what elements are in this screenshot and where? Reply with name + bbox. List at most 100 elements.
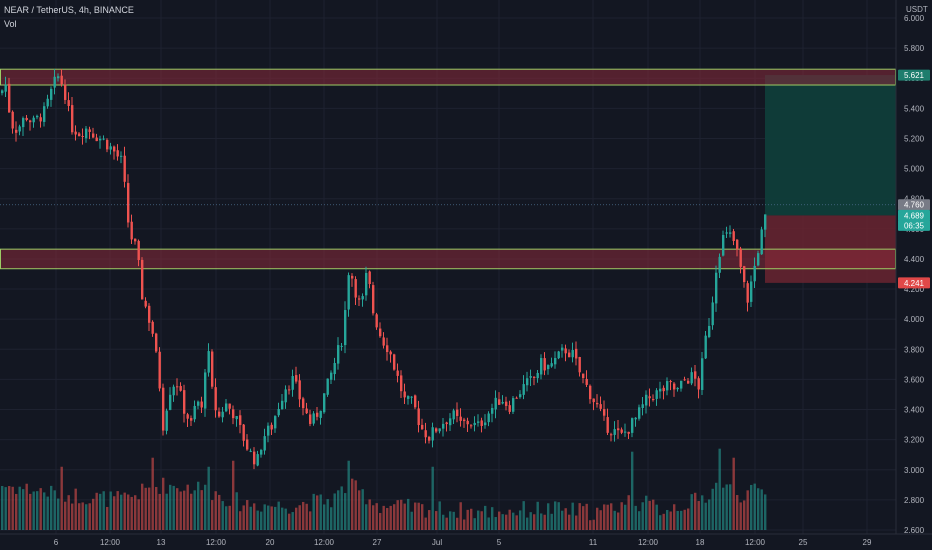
candle-body xyxy=(505,401,508,406)
candle-body xyxy=(421,424,424,430)
volume-bar xyxy=(442,514,445,530)
volume-bar xyxy=(330,507,333,530)
volume-bar xyxy=(669,511,672,530)
candle-body xyxy=(610,434,613,436)
candle-body xyxy=(526,378,529,386)
candle-body xyxy=(690,372,693,384)
volume-bar xyxy=(372,505,375,530)
price-tick-label: 6.000 xyxy=(904,14,925,23)
candle-body xyxy=(459,416,462,421)
symbol-title[interactable]: NEAR / TetherUS, 4h, BINANCE xyxy=(4,5,134,15)
volume-bars xyxy=(1,448,767,530)
volume-bar xyxy=(431,466,434,530)
candle-body xyxy=(1,90,4,94)
volume-bar xyxy=(690,494,693,530)
volume-bar xyxy=(186,484,189,530)
candle-body xyxy=(617,428,620,431)
time-tick-label: 12:00 xyxy=(206,538,227,547)
price-axis-panel[interactable] xyxy=(896,0,932,550)
candle-body xyxy=(323,393,326,413)
price-tick-label: 4.000 xyxy=(904,315,925,324)
volume-bar xyxy=(11,486,14,530)
volume-bar xyxy=(53,490,56,530)
volume-bar xyxy=(575,515,578,530)
volume-bar xyxy=(95,492,98,530)
volume-bar xyxy=(155,486,158,530)
candle-body xyxy=(218,411,221,417)
candle-body xyxy=(750,281,753,302)
volume-bar xyxy=(232,460,235,530)
candle-body xyxy=(102,138,105,140)
candle-body xyxy=(743,266,746,283)
volume-bar xyxy=(32,491,35,530)
candle-body xyxy=(242,424,245,441)
volume-bar xyxy=(134,495,137,530)
candle-body xyxy=(501,401,504,404)
volume-bar xyxy=(652,499,655,530)
volume-bar xyxy=(666,509,669,530)
volume-bar xyxy=(725,484,728,530)
volume-bar xyxy=(106,506,109,530)
candle-body xyxy=(11,111,14,129)
candle-body xyxy=(120,155,123,157)
candle-body xyxy=(428,436,431,441)
candle-body xyxy=(43,106,46,122)
candle-body xyxy=(449,418,452,426)
price-tag-bg xyxy=(898,69,930,81)
volume-bar xyxy=(347,460,350,530)
candle-body xyxy=(589,385,592,400)
candle-body xyxy=(302,398,305,409)
volume-bar xyxy=(680,510,683,530)
volume-bar xyxy=(340,486,343,530)
volume-bar xyxy=(585,503,588,530)
volume-bar xyxy=(449,511,452,530)
time-tick-label: 18 xyxy=(696,538,705,547)
volume-bar xyxy=(694,492,697,530)
candle-body xyxy=(358,298,361,300)
candle-body xyxy=(578,357,581,373)
target-area xyxy=(765,75,896,216)
volume-bar xyxy=(564,508,567,530)
volume-bar xyxy=(162,477,165,530)
candle-body xyxy=(673,383,676,390)
candle-body xyxy=(627,431,630,434)
currency-label: USDT xyxy=(906,5,928,14)
volume-bar xyxy=(267,505,270,530)
candle-body xyxy=(207,351,210,373)
price-tag-label: 4.760 xyxy=(904,201,925,210)
volume-bar xyxy=(158,493,161,530)
candle-body xyxy=(162,387,165,431)
time-axis-panel[interactable] xyxy=(0,534,932,550)
volume-bar xyxy=(501,514,504,530)
volume-bar xyxy=(344,493,347,530)
volume-label[interactable]: Vol xyxy=(4,19,17,29)
candle-body xyxy=(281,400,284,410)
candle-body xyxy=(127,183,130,223)
price-tick-label: 4.800 xyxy=(904,195,925,204)
volume-bar xyxy=(526,517,529,530)
volume-bar xyxy=(333,493,336,530)
volume-bar xyxy=(718,448,721,530)
candle-body xyxy=(274,416,277,429)
price-tick-label: 3.800 xyxy=(904,345,925,354)
price-tag-bg xyxy=(898,199,930,211)
volume-bar xyxy=(4,487,7,530)
volume-bar xyxy=(351,478,354,530)
volume-bar xyxy=(316,495,319,530)
candle-body xyxy=(200,401,203,408)
volume-bar xyxy=(729,484,732,530)
candle-body xyxy=(725,232,728,234)
volume-bar xyxy=(312,493,315,530)
candle-body xyxy=(729,232,732,234)
volume-bar xyxy=(683,509,686,530)
candle-body xyxy=(144,300,147,307)
volume-bar xyxy=(620,502,623,530)
volume-bar xyxy=(662,513,665,530)
candle-body xyxy=(18,126,21,132)
candle-body xyxy=(410,396,413,398)
candle-body xyxy=(463,419,466,422)
candle-body xyxy=(557,351,560,359)
candle-body xyxy=(225,403,228,412)
